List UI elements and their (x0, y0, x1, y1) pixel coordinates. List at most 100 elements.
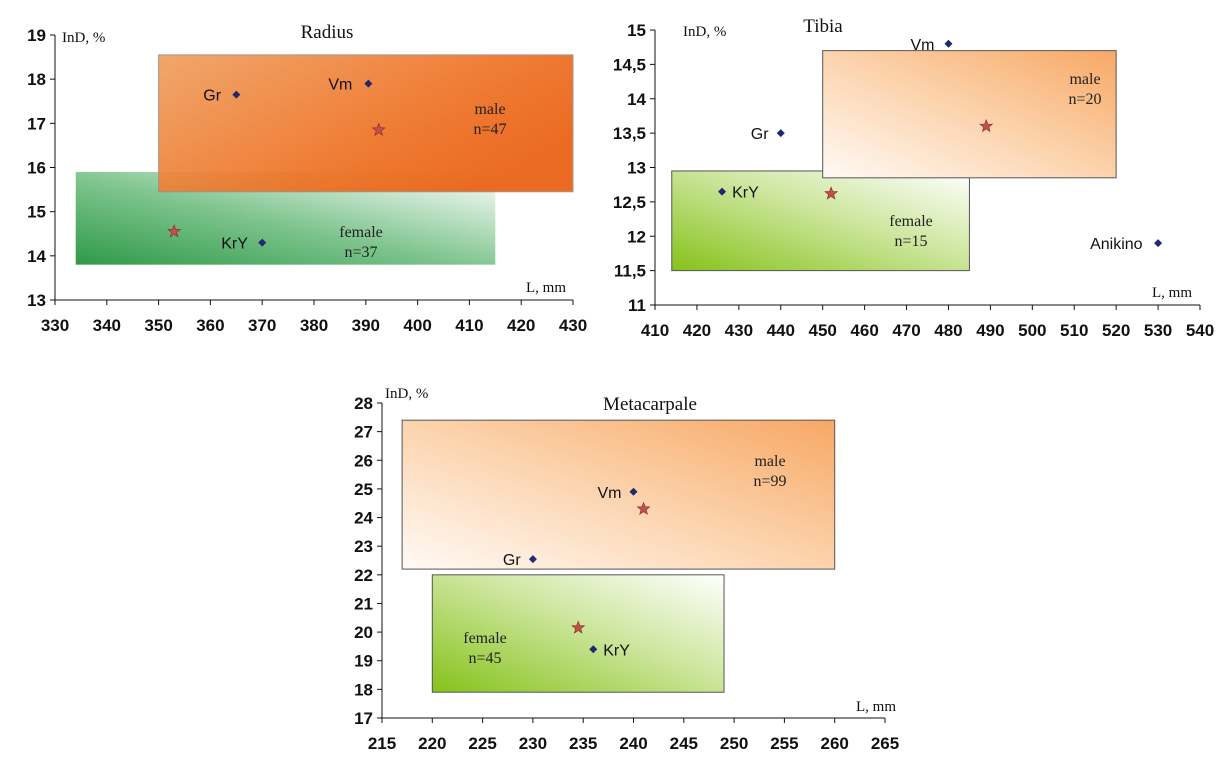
region-male (401, 419, 836, 570)
y-tick-label: 27 (354, 423, 373, 442)
point-label-vm: Vm (598, 485, 622, 502)
point-label-vm: Vm (910, 37, 934, 54)
x-tick-label: 510 (1060, 321, 1088, 340)
y-tick-label: 17 (27, 114, 46, 133)
x-tick-label: 245 (670, 734, 698, 753)
chart-title: Radius (301, 22, 354, 43)
region-count-male: n=99 (753, 473, 786, 490)
y-tick-label: 22 (354, 566, 373, 585)
data-point-vm (629, 487, 638, 496)
y-tick-label: 23 (354, 537, 373, 556)
y-axis-label: InD, % (385, 386, 428, 402)
chart-panel-0: 13 14 15 16 17 18 19 330 340 350 360 370 380 390 400 41… (27, 22, 587, 335)
x-tick-label: 255 (770, 734, 798, 753)
mean-star-female (167, 224, 182, 238)
y-tick-label: 14 (27, 247, 46, 266)
y-tick-label: 28 (354, 394, 373, 413)
region-female (431, 574, 725, 693)
y-tick-label: 25 (354, 480, 373, 499)
x-tick-label: 230 (519, 734, 547, 753)
region-count-female: n=37 (344, 244, 377, 261)
x-tick-label: 225 (468, 734, 496, 753)
x-tick-label: 410 (641, 321, 669, 340)
x-tick-label: 240 (619, 734, 647, 753)
x-tick-label: 530 (1144, 321, 1172, 340)
mean-star-female (824, 186, 839, 200)
region-label-male: male (1069, 71, 1100, 88)
y-tick-label: 14,5 (613, 55, 646, 74)
mean-star-female (571, 620, 586, 634)
region-count-female: n=15 (894, 233, 927, 250)
x-tick-label: 360 (196, 316, 224, 335)
x-tick-label: 410 (455, 316, 483, 335)
x-tick-label: 220 (418, 734, 446, 753)
point-label-gr: Gr (751, 126, 769, 143)
y-tick-label: 15 (27, 203, 46, 222)
data-point-anikino (1154, 239, 1163, 248)
y-tick-label: 13 (627, 159, 646, 178)
y-tick-label: 19 (27, 26, 46, 45)
y-tick-label: 12 (627, 227, 646, 246)
x-tick-label: 250 (720, 734, 748, 753)
mean-star-male (371, 122, 386, 136)
y-axis-label: InD, % (683, 24, 726, 40)
x-tick-label: 330 (41, 316, 69, 335)
point-label-gr: Gr (503, 552, 521, 569)
y-tick-label: 14 (627, 90, 646, 109)
y-tick-label: 13 (27, 291, 46, 310)
y-tick-label: 26 (354, 451, 373, 470)
x-tick-label: 340 (93, 316, 121, 335)
x-tick-label: 370 (248, 316, 276, 335)
chart-title: Tibia (803, 16, 843, 37)
x-tick-label: 480 (934, 321, 962, 340)
x-tick-label: 400 (403, 316, 431, 335)
region-label-female: female (463, 630, 507, 647)
x-tick-label: 500 (1018, 321, 1046, 340)
chart-panel-1: 11 11,5 12 12,5 13 13,5 14 14,5 15 410 420 430 440 45… (613, 16, 1214, 340)
x-tick-label: 540 (1186, 321, 1214, 340)
point-label-vm: Vm (328, 77, 352, 94)
y-tick-label: 11 (628, 296, 646, 315)
y-tick-label: 17 (354, 709, 373, 728)
data-point-kry (589, 645, 598, 654)
y-tick-label: 15 (627, 21, 646, 40)
data-point-gr (528, 555, 537, 564)
data-point-vm (364, 79, 373, 88)
x-tick-label: 350 (144, 316, 172, 335)
x-tick-label: 260 (821, 734, 849, 753)
region-label-male: male (474, 101, 505, 118)
data-point-vm (944, 39, 953, 48)
point-label-gr: Gr (203, 88, 221, 105)
region-male (822, 50, 1117, 179)
region-label-female: female (889, 213, 933, 230)
y-tick-label: 12,5 (613, 193, 646, 212)
data-point-gr (776, 129, 785, 138)
x-tick-label: 470 (892, 321, 920, 340)
region-female (671, 170, 970, 272)
y-tick-label: 21 (354, 594, 373, 613)
region-label-female: female (339, 224, 383, 241)
y-tick-label: 16 (27, 159, 46, 178)
x-axis-label: L, mm (526, 280, 566, 296)
mean-star-male (979, 118, 994, 133)
data-point-kry (258, 238, 267, 247)
data-point-gr (232, 90, 241, 99)
x-axis-label: L, mm (1152, 285, 1192, 301)
x-tick-label: 450 (809, 321, 837, 340)
mean-star-male (636, 501, 651, 515)
region-count-male: n=20 (1068, 91, 1101, 108)
y-tick-label: 18 (354, 680, 373, 699)
x-tick-label: 490 (976, 321, 1004, 340)
x-tick-label: 265 (871, 734, 899, 753)
y-tick-label: 11,5 (614, 262, 646, 281)
x-axis-label: L, mm (856, 699, 896, 715)
chart-title: Metacarpale (603, 394, 697, 415)
y-tick-label: 20 (354, 623, 373, 642)
point-label-kry: KrY (221, 236, 248, 253)
y-tick-label: 13,5 (613, 124, 646, 143)
region-count-female: n=45 (468, 650, 501, 667)
x-tick-label: 430 (725, 321, 753, 340)
y-tick-label: 24 (354, 509, 373, 528)
x-tick-label: 235 (569, 734, 597, 753)
